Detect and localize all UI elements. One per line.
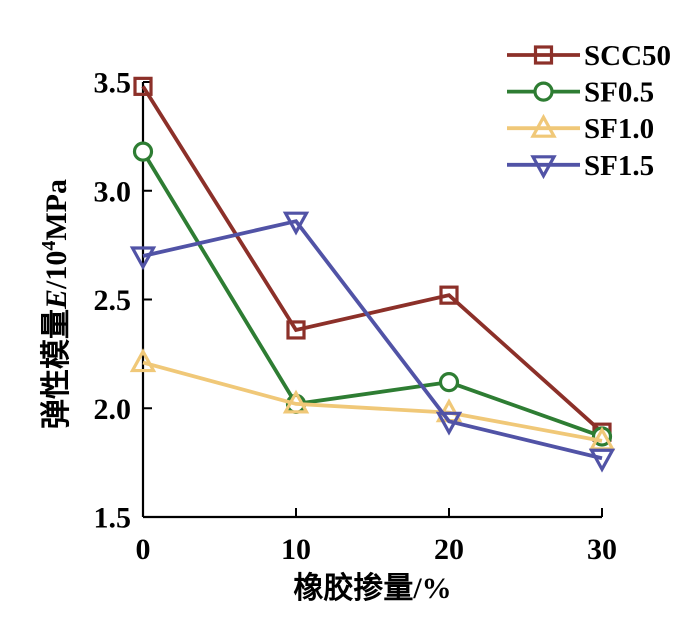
x-tick-label: 10 (281, 533, 311, 566)
x-tick-label: 30 (587, 533, 617, 566)
legend-item-SF1.5: SF1.5 (507, 150, 654, 182)
marker-SF1.5 (588, 448, 616, 473)
series-SCC50 (133, 76, 612, 442)
marker-SCC50 (286, 320, 306, 340)
marker-SCC50 (439, 285, 459, 305)
legend: SCC50 SF0.5 SF1.0 SF1.5 (507, 40, 671, 182)
legend-triangle-up-icon (530, 113, 557, 138)
legend-label: SF1.5 (584, 150, 654, 182)
x-tick-label: 0 (136, 533, 151, 566)
legend-item-SF0.5: SF0.5 (507, 77, 654, 109)
marker-SF1.5 (435, 411, 463, 436)
series-line-SF1.0 (142, 360, 603, 443)
marker-SF1.5 (282, 211, 310, 236)
marker-SF1.0 (129, 348, 157, 373)
series-SF0.5 (132, 141, 613, 447)
marker-SF0.5 (132, 141, 154, 162)
axes: 1.5 2.0 2.5 3.0 3.5 0 10 20 30 橡胶掺量/% 弹性模量E/104MPa (38, 67, 617, 606)
marker-SCC50 (133, 76, 153, 96)
legend-item-SCC50: SCC50 (507, 40, 671, 72)
legend-label: SF1.0 (584, 113, 654, 145)
legend-triangle-down-icon (530, 155, 557, 180)
legend-circle-icon (533, 81, 554, 102)
legend-item-SF1.0: SF1.0 (507, 113, 654, 145)
series-line-SF1.5 (142, 219, 603, 461)
y-axis-title: 弹性模量E/104MPa (38, 179, 73, 429)
marker-SF0.5 (438, 372, 460, 393)
marker-SF1.5 (129, 246, 157, 271)
y-tick-label: 2.5 (94, 284, 132, 317)
series-line-SF0.5 (141, 150, 603, 439)
marker-SF1.0 (282, 389, 310, 414)
legend-square-icon (533, 45, 554, 65)
series-line-SCC50 (141, 85, 604, 434)
y-tick-label: 3.0 (94, 175, 132, 208)
y-tick-label: 1.5 (94, 502, 132, 535)
legend-label: SCC50 (584, 40, 671, 72)
y-tick-label: 3.5 (94, 67, 132, 100)
legend-label: SF0.5 (584, 77, 654, 109)
y-tick-label: 2.0 (94, 393, 132, 426)
x-tick-label: 20 (434, 533, 464, 566)
x-axis-title: 橡胶掺量/% (293, 571, 451, 605)
series-SF1.5 (129, 211, 616, 473)
